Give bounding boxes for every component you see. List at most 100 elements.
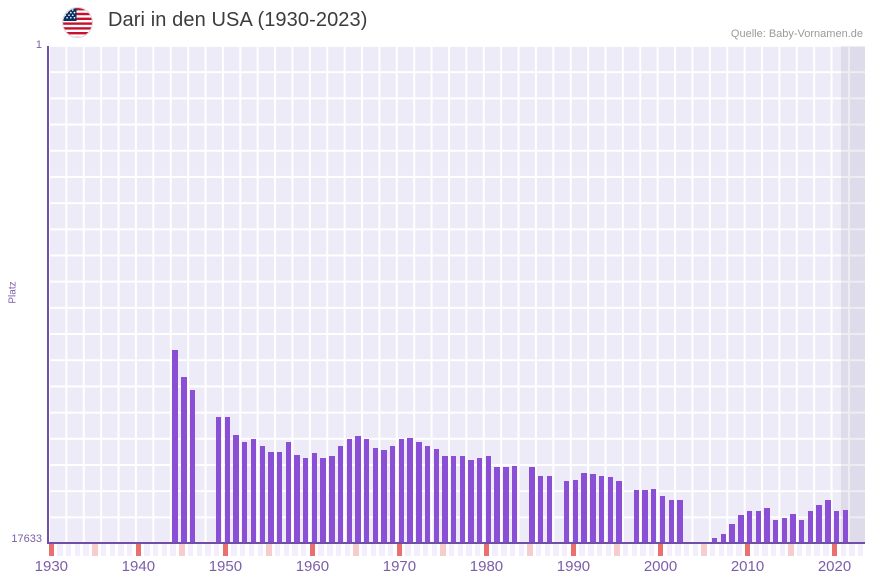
bar-1956 — [276, 451, 283, 543]
x-axis-label-1940: 1940 — [121, 558, 156, 575]
x-tick-1939 — [126, 544, 133, 556]
x-tick-1988 — [553, 544, 559, 556]
bar-1990 — [572, 480, 579, 543]
x-tick-1995 — [614, 544, 620, 556]
x-tick-2008 — [727, 544, 733, 556]
x-tick-1959 — [301, 544, 307, 556]
x-tick-2020 — [831, 544, 838, 556]
x-tick-1991 — [579, 544, 585, 556]
x-tick-1961 — [318, 544, 324, 556]
bar-1997 — [633, 489, 640, 543]
bar-1999 — [651, 488, 657, 543]
bar-1953 — [250, 439, 257, 543]
bar-1955 — [268, 451, 274, 543]
x-tick-1992 — [588, 544, 594, 556]
x-tick-1968 — [379, 544, 385, 556]
x-tick-1984 — [518, 544, 524, 556]
x-tick-1943 — [161, 544, 168, 556]
bar-1978 — [468, 460, 474, 543]
x-tick-2017 — [805, 544, 812, 556]
x-axis-label-1950: 1950 — [208, 558, 243, 575]
x-tick-1935 — [92, 544, 98, 556]
us-flag-icon — [62, 7, 93, 38]
x-tick-1953 — [248, 544, 255, 556]
x-axis-label-2020: 2020 — [817, 558, 852, 575]
chart-header: Dari in den USA (1930-2023) Quelle: Baby… — [0, 0, 873, 44]
x-tick-2023 — [857, 544, 864, 556]
x-tick-1937 — [109, 544, 115, 556]
x-tick-1932 — [66, 544, 72, 556]
x-tick-2003 — [683, 544, 690, 556]
bar-1994 — [607, 477, 613, 543]
x-tick-1956 — [274, 544, 281, 556]
x-tick-1981 — [492, 544, 498, 556]
bar-1958 — [294, 454, 300, 543]
bar-1973 — [424, 446, 431, 543]
bar-1957 — [285, 442, 291, 543]
x-tick-1954 — [257, 544, 263, 556]
bar-1998 — [642, 489, 648, 543]
bar-1966 — [363, 439, 370, 543]
bar-2001 — [668, 499, 674, 543]
bar-1961 — [320, 457, 326, 543]
x-axis-label-1930: 1930 — [34, 558, 69, 575]
x-tick-1949 — [213, 544, 220, 556]
bar-1949 — [215, 416, 222, 543]
x-tick-2011 — [753, 544, 759, 556]
x-tick-2022 — [849, 544, 855, 556]
x-tick-1962 — [327, 544, 333, 556]
bar-1970 — [398, 439, 405, 543]
bar-1977 — [459, 456, 466, 543]
x-tick-1999 — [649, 544, 655, 556]
x-axis-label-2000: 2000 — [643, 558, 678, 575]
x-tick-1986 — [535, 544, 542, 556]
x-tick-2000 — [657, 544, 664, 556]
bar-1967 — [372, 447, 379, 543]
x-tick-1946 — [187, 544, 194, 556]
x-tick-2002 — [675, 544, 681, 556]
x-tick-1990 — [570, 544, 577, 556]
bar-1982 — [503, 467, 509, 543]
bar-1969 — [390, 446, 396, 543]
bar-1985 — [529, 467, 535, 543]
bar-2009 — [738, 515, 744, 543]
x-tick-1957 — [283, 544, 289, 556]
x-tick-1960 — [309, 544, 316, 556]
bar-2021 — [842, 509, 848, 543]
bar-2016 — [799, 519, 805, 543]
x-tick-1977 — [457, 544, 464, 556]
x-tick-1976 — [448, 544, 455, 556]
x-axis-tick-strip — [47, 544, 865, 556]
bar-2007 — [720, 533, 727, 543]
page-title: Dari in den USA (1930-2023) — [108, 9, 368, 31]
bar-1975 — [442, 456, 448, 543]
bar-1962 — [329, 456, 335, 543]
bar-2000 — [659, 495, 666, 543]
bar-1964 — [346, 439, 352, 543]
bar-1980 — [485, 456, 492, 543]
x-tick-1934 — [83, 544, 89, 556]
x-tick-1944 — [170, 544, 176, 556]
x-tick-1933 — [74, 544, 81, 556]
bar-1971 — [407, 437, 413, 543]
x-axis-label-1980: 1980 — [469, 558, 504, 575]
x-tick-2004 — [692, 544, 698, 556]
bar-2008 — [729, 523, 735, 543]
x-tick-1987 — [544, 544, 551, 556]
x-axis-label-1960: 1960 — [295, 558, 330, 575]
x-tick-1970 — [396, 544, 403, 556]
x-tick-1966 — [361, 544, 368, 556]
bar-1951 — [233, 434, 239, 543]
bar-1981 — [494, 467, 500, 543]
x-tick-2009 — [736, 544, 742, 556]
x-tick-2012 — [762, 544, 768, 556]
bar-1946 — [189, 389, 196, 543]
x-tick-1938 — [118, 544, 124, 556]
x-tick-1947 — [196, 544, 202, 556]
x-tick-1951 — [231, 544, 237, 556]
bar-2011 — [755, 511, 761, 543]
bar-2018 — [816, 505, 822, 543]
x-tick-1994 — [605, 544, 611, 556]
x-tick-1975 — [440, 544, 446, 556]
